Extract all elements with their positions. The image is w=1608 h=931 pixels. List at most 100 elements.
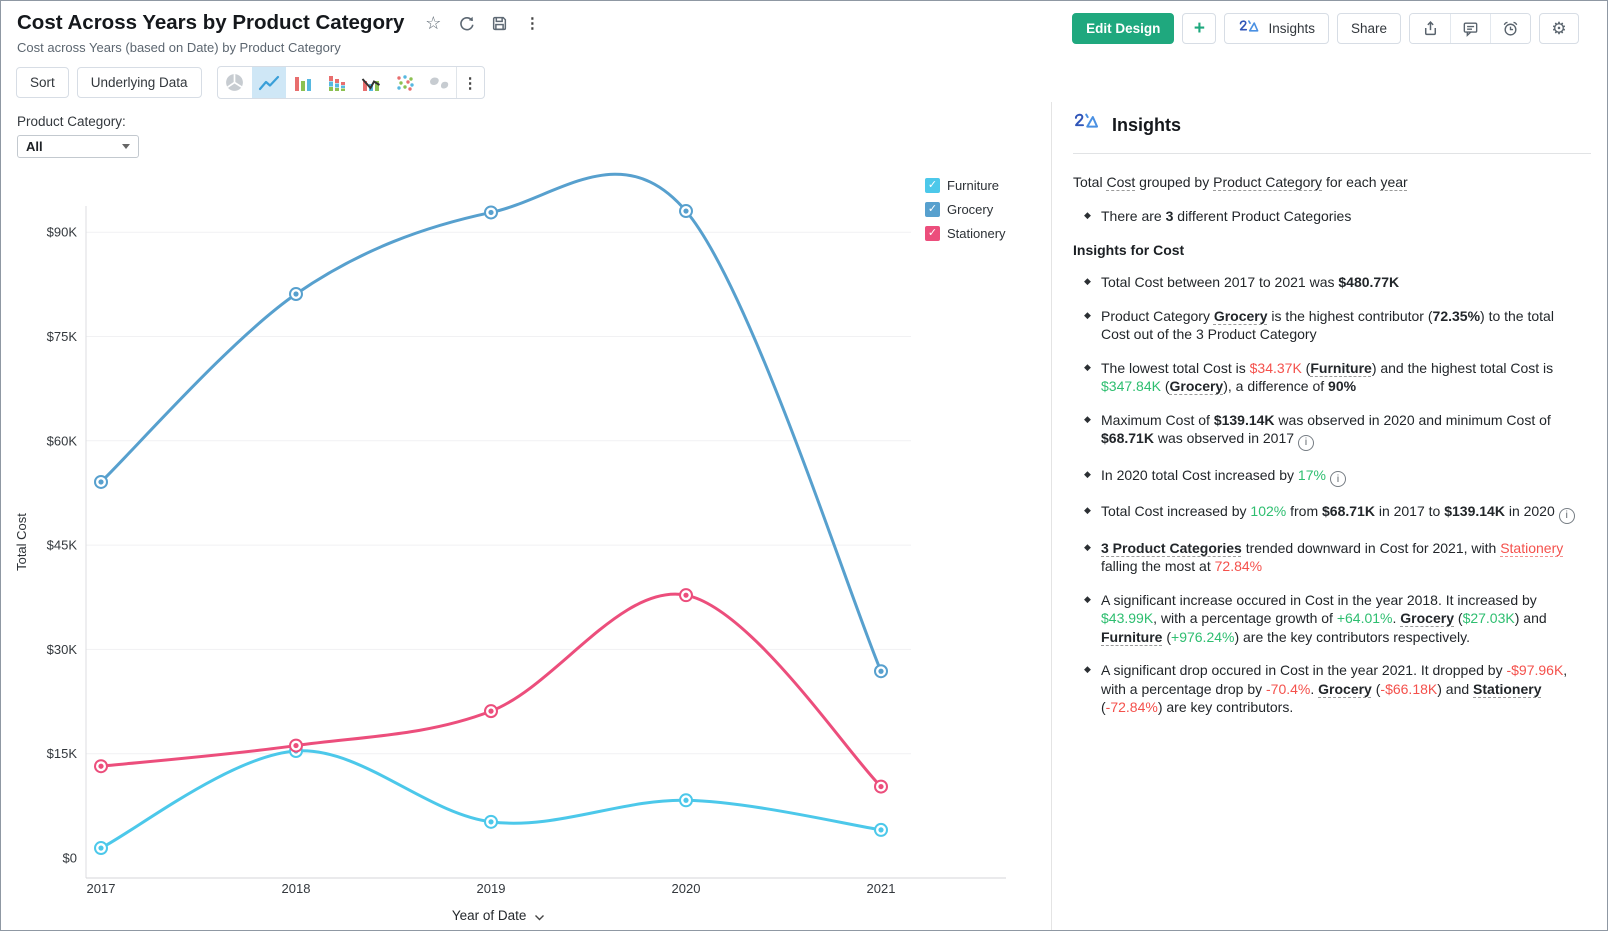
data-point-center	[488, 819, 494, 825]
scatter-chart-icon[interactable]	[388, 67, 422, 98]
insights-panel: Insights Total Cost grouped by Product C…	[1052, 102, 1607, 930]
header: Cost Across Years by Product Category ☆	[1, 1, 1607, 55]
chart-type-switcher: ⋮	[216, 66, 485, 99]
page-subtitle: Cost across Years (based on Date) by Pro…	[17, 40, 341, 55]
stationery-line	[99, 592, 883, 789]
info-icon[interactable]: i	[1558, 507, 1575, 524]
y-tick-label: $15K	[47, 746, 78, 761]
share-button[interactable]: Share	[1336, 13, 1401, 44]
legend-item-grocery[interactable]: ✓ Grocery	[925, 202, 1006, 217]
page-title: Cost Across Years by Product Category	[17, 11, 405, 34]
diamond-bullet-icon: ◆	[1084, 593, 1091, 604]
diamond-bullet-icon: ◆	[1084, 664, 1091, 675]
data-point-center	[488, 209, 494, 216]
bar-chart-icon[interactable]	[286, 67, 320, 98]
x-axis-title[interactable]: Year of Date	[86, 908, 911, 923]
diamond-bullet-icon: ◆	[1084, 209, 1091, 220]
diamond-bullet-icon: ◆	[1084, 309, 1091, 320]
insight-bullet: ◆ In 2020 total Cost increased by 17% i	[1073, 466, 1585, 488]
filter-label: Product Category:	[17, 114, 126, 129]
y-tick-label: $60K	[47, 433, 78, 448]
product-category-select[interactable]: All	[17, 135, 139, 158]
insights-button-label: Insights	[1268, 21, 1315, 36]
combo-chart-icon[interactable]	[354, 67, 388, 98]
diamond-bullet-icon: ◆	[1084, 505, 1091, 516]
chevron-down-icon	[122, 144, 130, 149]
info-icon[interactable]: i	[1298, 434, 1315, 451]
export-button[interactable]	[1410, 14, 1450, 43]
chevron-down-icon	[535, 915, 545, 921]
legend-label: Stationery	[947, 226, 1006, 241]
data-point-center	[98, 479, 104, 485]
x-tick-label: 2017	[87, 881, 116, 896]
content: Product Category: All $0 $15K $30K $45K $60K…	[1, 102, 1607, 930]
cost-line-chart[interactable]: $0 $15K $30K $45K $60K $75K $90K Total Cost 2017…	[1, 166, 1011, 931]
insight-bullet: ◆ Total Cost increased by 102% from $68.7…	[1073, 502, 1585, 524]
divider	[1073, 153, 1591, 154]
legend-checkbox[interactable]: ✓	[925, 178, 940, 193]
alert-schedule-button[interactable]	[1490, 14, 1530, 43]
legend-label: Grocery	[947, 202, 994, 217]
edit-design-button[interactable]: Edit Design	[1072, 13, 1175, 44]
diamond-bullet-icon: ◆	[1084, 468, 1091, 479]
insights-intro: Total Cost grouped by Product Category f…	[1073, 174, 1408, 190]
legend-checkbox[interactable]: ✓	[925, 226, 940, 241]
insight-bullet: ◆ A significant drop occured in Cost in t…	[1084, 662, 1568, 716]
data-point-center	[293, 291, 299, 297]
x-tick-label: 2018	[282, 881, 311, 896]
legend-checkbox[interactable]: ✓	[925, 202, 940, 217]
insights-header: Insights	[1073, 112, 1591, 138]
data-point-center	[878, 827, 884, 833]
insight-bullet: ◆ Total Cost between 2017 to 2021 was $48…	[1084, 274, 1400, 291]
sort-button[interactable]: Sort	[16, 67, 69, 98]
data-point-center	[293, 742, 299, 749]
x-tick-label: 2021	[867, 881, 896, 896]
title-block: Cost Across Years by Product Category ☆	[17, 11, 541, 55]
insight-bullet: ◆ There are 3 different Product Categorie…	[1084, 207, 1352, 224]
zia-icon	[1073, 112, 1101, 138]
stacked-bar-chart-icon[interactable]	[320, 67, 354, 98]
insight-bullet: ◆ The lowest total Cost is $34.37K (Furni…	[1084, 359, 1554, 395]
chart-type-more-icon[interactable]: ⋮	[455, 67, 484, 98]
chart-legend: ✓ Furniture ✓ Grocery ✓ Stationery	[925, 178, 1006, 241]
y-tick-label: $45K	[47, 538, 78, 553]
y-tick-label: $90K	[47, 225, 78, 240]
underlying-data-button[interactable]: Underlying Data	[76, 67, 202, 98]
diamond-bullet-icon: ◆	[1084, 276, 1091, 287]
comment-button[interactable]	[1450, 14, 1490, 43]
data-point-center	[98, 845, 104, 851]
more-options-icon[interactable]: ⋮	[524, 15, 540, 32]
settings-gear-icon[interactable]: ⚙	[1539, 13, 1579, 44]
legend-item-stationery[interactable]: ✓ Stationery	[925, 226, 1006, 241]
select-value: All	[26, 139, 43, 154]
chart-toolbar: Sort Underlying Data	[16, 66, 1607, 99]
info-icon[interactable]: i	[1329, 471, 1346, 488]
refresh-icon[interactable]	[457, 14, 475, 32]
x-tick-label: 2019	[477, 881, 506, 896]
data-point-center	[683, 208, 689, 214]
line-chart-icon[interactable]	[251, 67, 286, 98]
insights-button[interactable]: Insights	[1224, 13, 1329, 44]
legend-item-furniture[interactable]: ✓ Furniture	[925, 178, 1006, 193]
pie-chart-icon[interactable]	[218, 67, 252, 98]
diamond-bullet-icon: ◆	[1084, 413, 1091, 424]
grocery-line	[99, 172, 883, 673]
map-chart-icon[interactable]	[422, 67, 456, 98]
data-point-center	[878, 668, 884, 674]
furniture-line	[99, 749, 883, 850]
x-tick-label: 2020	[672, 881, 701, 896]
favorite-star-icon[interactable]: ☆	[425, 13, 442, 33]
save-icon[interactable]	[490, 14, 508, 32]
chart-pane: Product Category: All $0 $15K $30K $45K $60K…	[1, 102, 1052, 930]
data-point-center	[488, 708, 494, 714]
insight-bullet: ◆ A significant increase occured in Cost …	[1084, 591, 1547, 645]
header-actions: Edit Design + Insights Share	[1072, 13, 1579, 44]
insight-bullet: ◆ Maximum Cost of $139.14K was observed i…	[1073, 411, 1585, 451]
data-point-center	[878, 783, 884, 790]
y-tick-label: $0	[63, 851, 77, 866]
insights-flow: Total Cost grouped by Product Category f…	[1073, 173, 1591, 717]
y-tick-label: $75K	[47, 329, 78, 344]
add-button[interactable]: +	[1182, 13, 1217, 44]
insight-bullet: ◆ Product Category Grocery is the highest…	[1084, 307, 1554, 343]
